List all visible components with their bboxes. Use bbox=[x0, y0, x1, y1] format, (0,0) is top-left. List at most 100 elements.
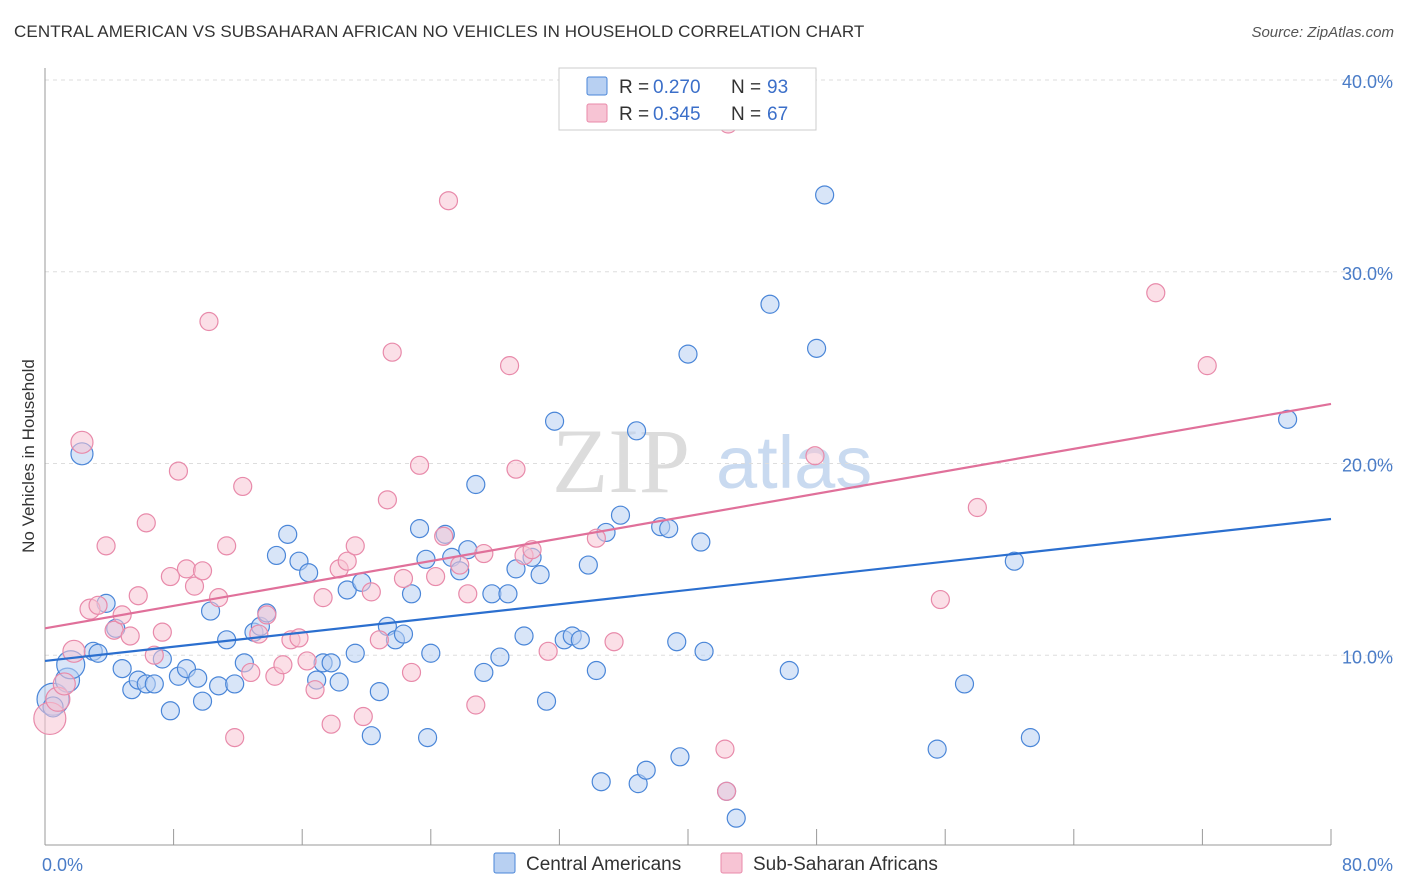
data-point bbox=[586, 660, 606, 681]
data-point bbox=[353, 706, 373, 727]
data-point bbox=[361, 582, 381, 602]
data-point bbox=[691, 532, 711, 552]
data-point bbox=[570, 630, 590, 650]
data-point bbox=[421, 643, 441, 663]
data-point bbox=[610, 505, 631, 525]
data-point bbox=[144, 674, 164, 694]
legend-swatch-blue bbox=[586, 76, 608, 96]
legend-swatch-sub-saharan-africans bbox=[720, 852, 743, 874]
data-point bbox=[152, 622, 172, 642]
data-point bbox=[726, 808, 746, 828]
data-point bbox=[305, 680, 325, 700]
data-point bbox=[715, 739, 735, 759]
data-point bbox=[1020, 728, 1040, 748]
legend-label-central-americans: Central Americans bbox=[526, 854, 681, 875]
data-point bbox=[417, 728, 438, 748]
data-point bbox=[382, 342, 402, 362]
data-point bbox=[578, 555, 598, 575]
data-point bbox=[329, 672, 349, 692]
data-point bbox=[88, 643, 108, 663]
data-point bbox=[815, 185, 835, 205]
data-point bbox=[458, 584, 478, 604]
data-point bbox=[760, 294, 780, 314]
correlation-legend: R = 0.270 N = 93 R = 0.345 N = 67 bbox=[558, 67, 817, 131]
y-axis-title: No Vehicles in Household bbox=[19, 359, 38, 553]
data-point bbox=[52, 672, 76, 696]
data-point bbox=[299, 563, 319, 583]
x-ticks bbox=[44, 829, 1332, 845]
data-point bbox=[401, 662, 422, 683]
data-point bbox=[192, 561, 213, 581]
data-point bbox=[345, 536, 365, 556]
data-point bbox=[192, 691, 213, 711]
data-point bbox=[337, 551, 357, 571]
data-point bbox=[241, 662, 261, 683]
data-point bbox=[217, 536, 237, 556]
data-point bbox=[806, 338, 827, 358]
data-point bbox=[120, 626, 140, 646]
data-point bbox=[184, 576, 205, 596]
data-point bbox=[805, 446, 825, 466]
data-point bbox=[369, 681, 389, 702]
data-point bbox=[967, 497, 987, 518]
data-point bbox=[604, 632, 624, 652]
y-tick-label: 30.0% bbox=[1342, 264, 1393, 284]
data-point bbox=[1197, 356, 1217, 376]
data-point bbox=[233, 476, 253, 497]
data-point bbox=[377, 490, 397, 510]
data-point bbox=[393, 624, 414, 644]
data-point bbox=[626, 421, 647, 441]
data-point bbox=[278, 524, 298, 544]
data-point bbox=[930, 589, 950, 610]
data-point bbox=[321, 714, 341, 734]
trend-line bbox=[44, 402, 1332, 630]
data-point bbox=[536, 691, 557, 711]
data-point bbox=[128, 586, 148, 606]
legend-n-label: N = bbox=[731, 77, 761, 98]
x-tick-label-min: 0.0% bbox=[42, 855, 83, 875]
data-point bbox=[257, 605, 277, 625]
data-point bbox=[506, 459, 526, 479]
data-point bbox=[136, 513, 156, 533]
data-point bbox=[409, 519, 430, 539]
data-point bbox=[1004, 551, 1024, 571]
data-point bbox=[401, 584, 422, 604]
data-point bbox=[96, 536, 116, 556]
data-point bbox=[1146, 283, 1166, 303]
chart-title: CENTRAL AMERICAN VS SUBSAHARAN AFRICAN N… bbox=[14, 22, 865, 41]
data-point bbox=[434, 526, 454, 546]
y-tick-label: 10.0% bbox=[1342, 647, 1393, 667]
data-point bbox=[498, 584, 518, 604]
data-point bbox=[225, 728, 245, 748]
data-point bbox=[426, 566, 446, 587]
data-point bbox=[538, 641, 558, 661]
data-point bbox=[313, 588, 333, 608]
data-point bbox=[450, 555, 470, 575]
data-point bbox=[416, 549, 436, 569]
source-label: Source: ZipAtlas.com bbox=[1251, 24, 1394, 41]
watermark-zip: ZIP bbox=[552, 410, 690, 512]
data-point bbox=[954, 674, 975, 694]
data-point bbox=[345, 643, 365, 663]
data-point bbox=[514, 626, 534, 646]
data-point bbox=[225, 674, 245, 694]
data-point bbox=[490, 647, 510, 667]
legend-n-value: 67 bbox=[767, 104, 788, 125]
gridlines bbox=[45, 79, 1393, 656]
x-tick-label-max: 80.0% bbox=[1342, 855, 1393, 875]
legend-r-label: R = bbox=[619, 104, 649, 125]
data-point bbox=[530, 565, 550, 585]
data-point bbox=[160, 566, 180, 587]
legend-swatch-central-americans bbox=[493, 852, 516, 874]
data-point bbox=[409, 455, 430, 475]
data-point bbox=[716, 781, 737, 801]
y-tick-labels: 10.0% 20.0% 30.0% 40.0% bbox=[1342, 72, 1393, 667]
data-point bbox=[438, 191, 459, 211]
legend-r-label: R = bbox=[619, 77, 649, 98]
data-point bbox=[466, 474, 486, 495]
data-point bbox=[659, 519, 679, 539]
data-point bbox=[466, 695, 486, 715]
data-point bbox=[249, 624, 269, 644]
data-point bbox=[474, 662, 494, 683]
